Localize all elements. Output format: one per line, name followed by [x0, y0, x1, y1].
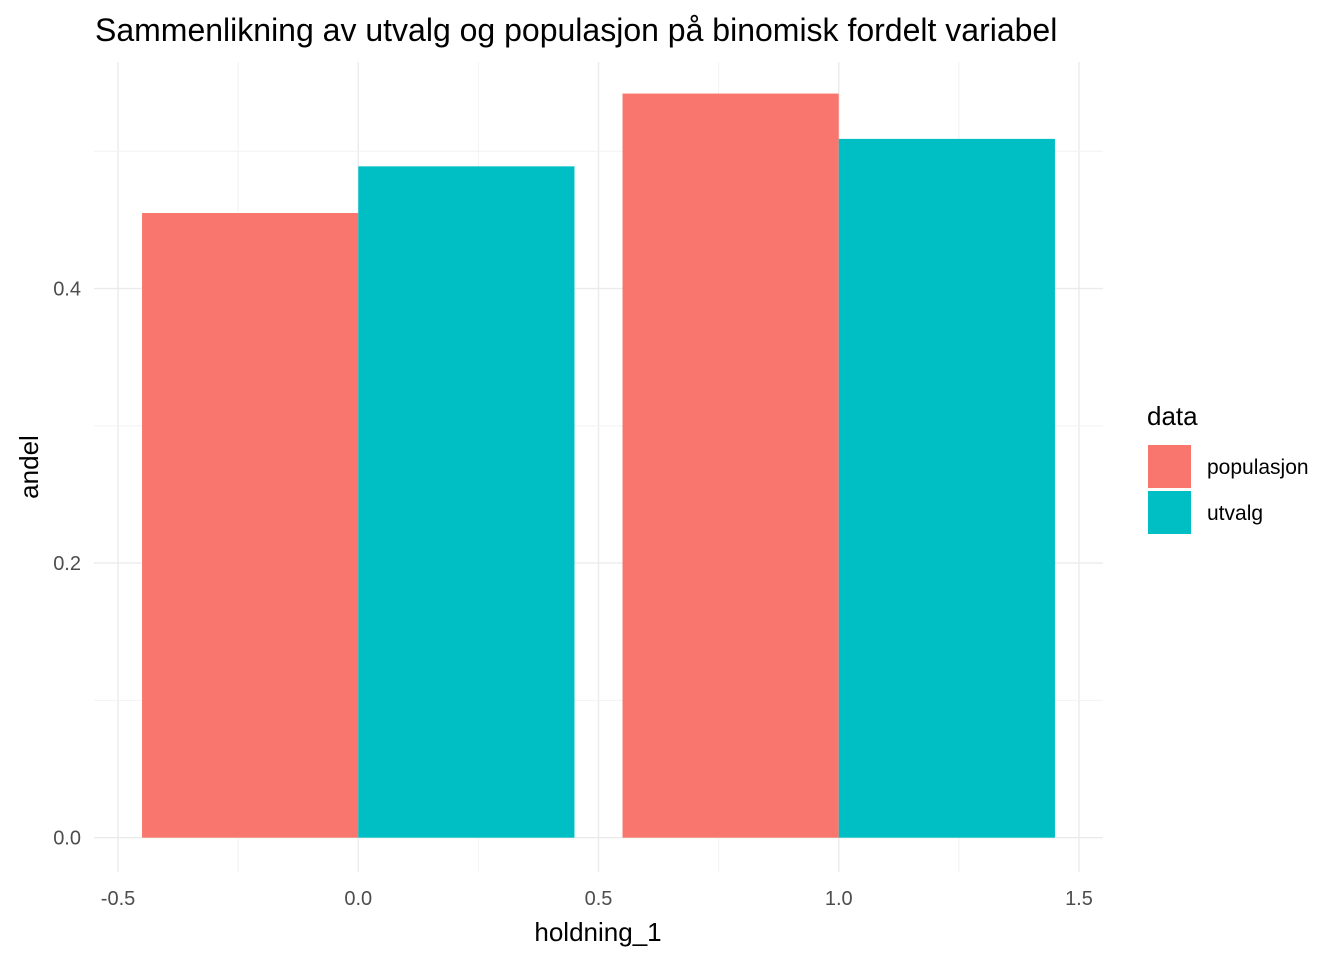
legend-swatch-utvalg — [1148, 491, 1191, 534]
y-axis-title: andel — [14, 435, 44, 499]
chart-title: Sammenlikning av utvalg og populasjon på… — [95, 12, 1057, 48]
x-tick-label: 1.5 — [1065, 888, 1093, 910]
legend-label-utvalg: utvalg — [1207, 502, 1263, 525]
legend-swatch-populasjon — [1148, 445, 1191, 488]
y-tick-label: 0.0 — [53, 828, 81, 850]
y-tick-label: 0.2 — [53, 553, 81, 575]
x-axis-title: holdning_1 — [534, 917, 661, 947]
legend: data populasjon utvalg — [1147, 401, 1309, 534]
y-axis-ticks: 0.0 0.2 0.4 — [53, 279, 81, 850]
bars — [142, 93, 1055, 838]
legend-label-populasjon: populasjon — [1207, 456, 1309, 479]
x-axis-ticks: -0.5 0.0 0.5 1.0 1.5 — [101, 888, 1093, 910]
bar-utvalg-0 — [358, 166, 575, 838]
x-tick-label: 0.5 — [585, 888, 613, 910]
bar-populasjon-1 — [622, 93, 839, 838]
x-tick-label: 0.0 — [344, 888, 372, 910]
legend-items: populasjon utvalg — [1148, 445, 1309, 534]
x-tick-label: -0.5 — [101, 888, 135, 910]
bar-utvalg-1 — [838, 138, 1055, 838]
x-tick-label: 1.0 — [825, 888, 853, 910]
y-tick-label: 0.4 — [53, 279, 81, 301]
legend-title: data — [1147, 401, 1198, 431]
bar-populasjon-0 — [142, 213, 359, 838]
